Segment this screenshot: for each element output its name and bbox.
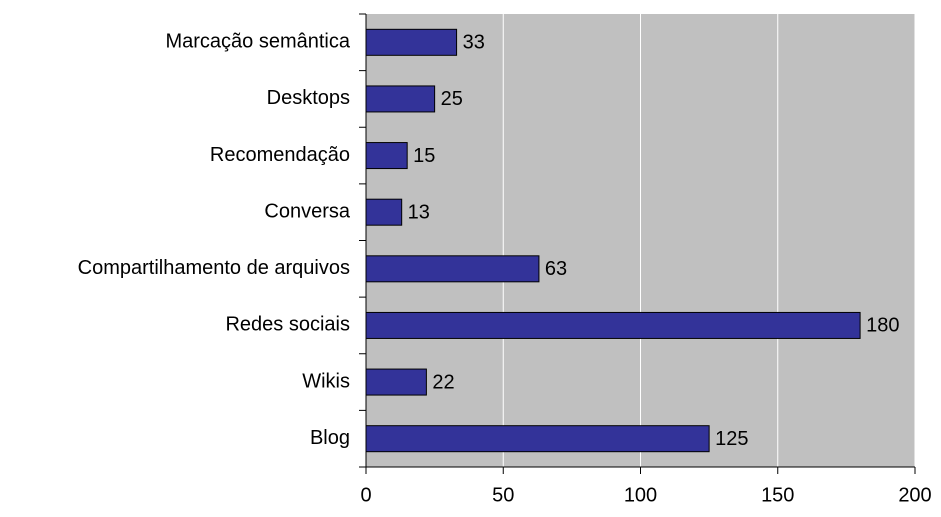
x-tick-label: 200 xyxy=(898,484,931,506)
y-tick-label: Conversa xyxy=(264,200,350,222)
y-tick-label: Marcação semântica xyxy=(165,31,350,53)
bar xyxy=(365,142,408,170)
data-label: 22 xyxy=(432,371,454,393)
x-tick-label: 50 xyxy=(492,484,514,506)
x-tick-label: 0 xyxy=(360,484,371,506)
x-tick-label: 100 xyxy=(624,484,657,506)
data-label: 13 xyxy=(408,201,430,223)
data-label: 15 xyxy=(413,145,435,167)
bar xyxy=(365,311,861,339)
data-label: 180 xyxy=(866,315,899,337)
y-tick-label: Wikis xyxy=(302,370,350,392)
bar xyxy=(365,255,540,283)
bar xyxy=(365,85,436,113)
y-tick-label: Desktops xyxy=(267,87,350,109)
data-label: 33 xyxy=(463,32,485,54)
y-tick-label: Compartilhamento de arquivos xyxy=(78,257,350,279)
data-label: 125 xyxy=(715,428,748,450)
bar xyxy=(365,425,710,453)
y-tick-label: Recomendação xyxy=(210,144,350,166)
data-label: 63 xyxy=(545,258,567,280)
bar xyxy=(365,368,427,396)
y-tick-label: Blog xyxy=(310,427,350,449)
bar xyxy=(365,198,403,226)
x-tick-label: 150 xyxy=(761,484,794,506)
bar xyxy=(365,28,458,56)
y-tick-label: Redes sociais xyxy=(225,314,350,336)
data-label: 25 xyxy=(441,88,463,110)
